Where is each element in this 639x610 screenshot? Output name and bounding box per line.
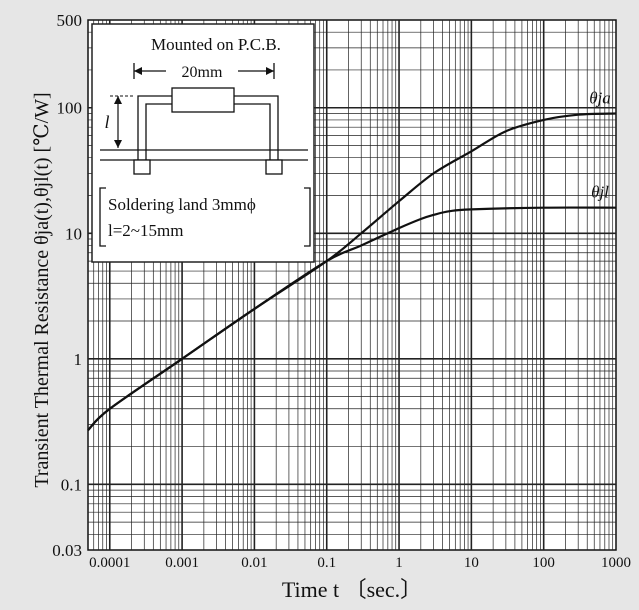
- inset-title: Mounted on P.C.B.: [151, 35, 281, 54]
- x-tick-label: 0.0001: [89, 555, 130, 571]
- x-tick-labels: 0.0001 0.001 0.01 0.1 1 10 100 1000: [89, 555, 631, 571]
- x-tick-label: 0.01: [241, 555, 267, 571]
- y-tick-label: 10: [65, 224, 82, 243]
- dimension-arrow-left: [134, 67, 142, 75]
- series-label-theta-ja: θja: [589, 88, 611, 107]
- y-tick-labels: 0.03 0.1 1 10 100 500: [52, 11, 82, 560]
- dimension-arrow-right: [266, 67, 274, 75]
- series-label-theta-jl: θjl: [591, 183, 609, 202]
- series-layer: [87, 112, 617, 431]
- bracket-left: [99, 187, 106, 247]
- inset-box: [91, 23, 315, 263]
- lead-right: [234, 95, 279, 164]
- x-tick-label: 1: [395, 555, 403, 571]
- l-arrow-bottom: [114, 140, 122, 148]
- y-tick-label: 0.03: [52, 541, 82, 560]
- mounting-inset: Mounted on P.C.B. 20mm l: [91, 23, 315, 263]
- y-tick-label: 100: [57, 99, 83, 118]
- soldering-land-text: Soldering land 3mmϕ: [108, 195, 256, 214]
- x-tick-label: 1000: [601, 555, 631, 571]
- series-labels: θja θjl: [589, 88, 611, 201]
- lead-left: [137, 95, 172, 164]
- solder-land-right: [265, 159, 283, 175]
- bracket-right: [304, 187, 311, 247]
- x-tick-label: 10: [464, 555, 479, 571]
- y-tick-label: 500: [57, 11, 83, 30]
- x-tick-label: 0.1: [317, 555, 336, 571]
- y-tick-label: 0.1: [61, 475, 82, 494]
- x-tick-label: 0.001: [165, 555, 199, 571]
- y-tick-label: 1: [74, 350, 83, 369]
- solder-land-left: [133, 159, 151, 175]
- l-range-text: l=2~15mm: [108, 221, 183, 240]
- y-axis-title: Transient Thermal Resistance θja(t),θjl(…: [31, 92, 53, 487]
- l-arrow-top: [114, 96, 122, 104]
- component-body: [171, 87, 235, 113]
- x-axis-title: Time t 〔sec.〕: [282, 577, 422, 602]
- dimension-label: 20mm: [182, 64, 223, 81]
- series-line-theta-jl: [87, 206, 617, 431]
- x-tick-label: 100: [532, 555, 555, 571]
- l-label: l: [104, 112, 109, 132]
